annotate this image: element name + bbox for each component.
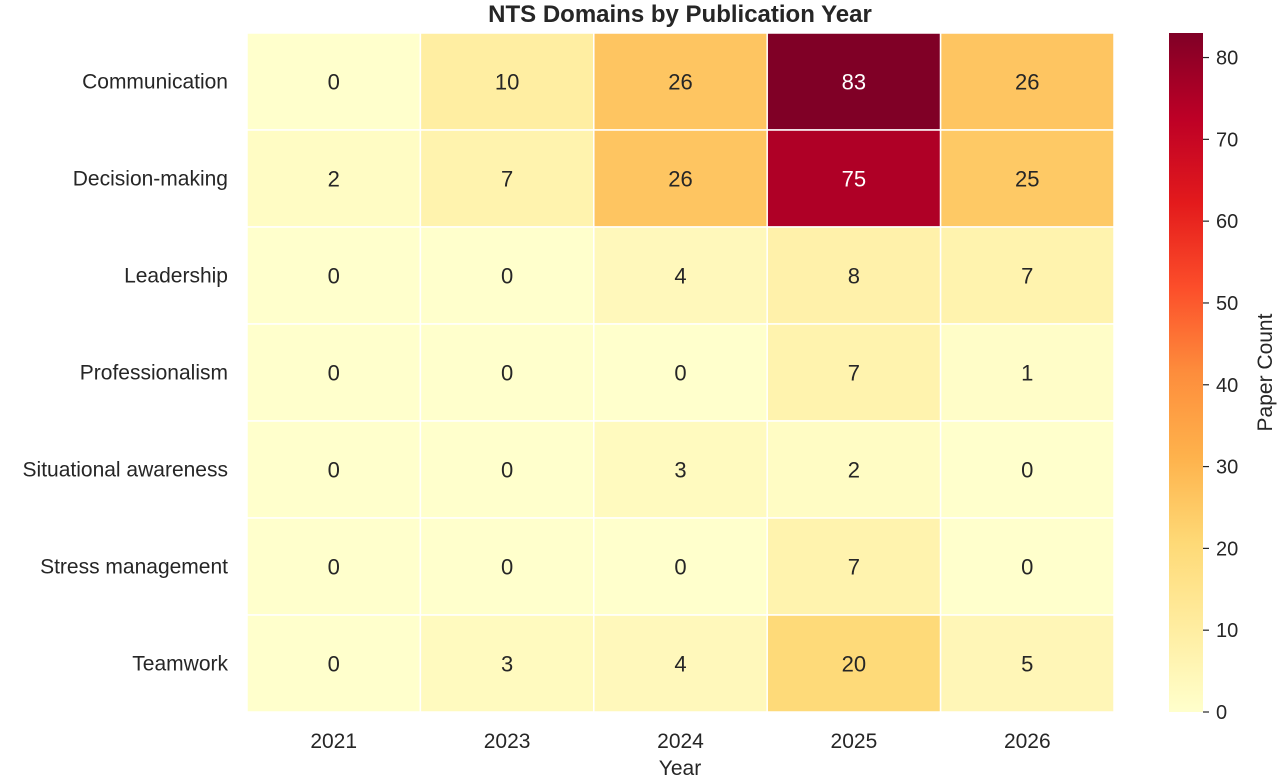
- cell-value-label: 3: [501, 652, 513, 677]
- heatmap-cell: [419, 323, 595, 422]
- heatmap-cell: [766, 517, 942, 616]
- x-axis-labels: 2021 2023 2024 2025 2026: [310, 730, 1050, 753]
- heatmap-cell: [939, 323, 1115, 422]
- heatmap-cell: [593, 129, 768, 228]
- heatmap-cell: [939, 32, 1115, 131]
- x-tick-label: 2024: [657, 730, 704, 753]
- heatmap-cell: [939, 517, 1115, 616]
- heatmap-cell: [766, 32, 942, 131]
- cell-value-label: 25: [1015, 167, 1039, 192]
- cell-value-label: 2: [848, 458, 860, 483]
- cell-value-label: 0: [501, 458, 513, 483]
- heatmap-cell: [593, 323, 768, 422]
- colorbar-tick-label: 30: [1216, 457, 1238, 479]
- colorbar-tick-label: 10: [1216, 620, 1238, 642]
- cell-value-label: 5: [1021, 652, 1033, 677]
- cell-value-label: 3: [674, 458, 686, 483]
- heatmap-cell: [419, 420, 595, 519]
- x-tick-label: 2023: [484, 730, 531, 753]
- cell-value-label: 7: [501, 167, 513, 192]
- y-tick-label: Leadership: [124, 265, 228, 288]
- cell-value-label: 75: [842, 167, 866, 192]
- cell-value-label: 8: [848, 264, 860, 289]
- heatmap-cell: [939, 129, 1115, 228]
- y-tick-label: Communication: [82, 71, 228, 94]
- cell-value-label: 26: [668, 70, 692, 95]
- cell-value-label: 0: [674, 555, 686, 580]
- cell-value-label: 4: [674, 652, 686, 677]
- heatmap-cell: [246, 32, 422, 131]
- cell-value-label: 0: [501, 264, 513, 289]
- cell-value-label: 1: [1021, 361, 1033, 386]
- cell-value-label: 0: [328, 361, 340, 386]
- y-tick-label: Situational awareness: [23, 459, 228, 482]
- cell-value-label: 0: [1021, 458, 1033, 483]
- colorbar: 0 10 20 30 40 50 60 70 80 Paper Count: [1169, 33, 1277, 724]
- heatmap-cell: [419, 517, 595, 616]
- x-tick-label: 2025: [831, 730, 878, 753]
- cell-value-label: 26: [1015, 70, 1039, 95]
- cell-value-label: 83: [842, 70, 866, 95]
- heatmap-cell: [246, 420, 422, 519]
- heatmap-cell: [766, 226, 942, 325]
- colorbar-ticks: 0 10 20 30 40 50 60 70 80: [1203, 48, 1238, 724]
- cell-value-label: 0: [328, 264, 340, 289]
- cell-value-label: 0: [501, 361, 513, 386]
- colorbar-tick-label: 80: [1216, 48, 1238, 70]
- heatmap-cell: [419, 32, 595, 131]
- x-axis-title: Year: [659, 757, 701, 778]
- heatmap-cell: [246, 323, 422, 422]
- x-tick-label: 2021: [310, 730, 357, 753]
- heatmap-cell: [939, 226, 1115, 325]
- cell-value-label: 26: [668, 167, 692, 192]
- heatmap-cell: [593, 420, 768, 519]
- heatmap-cell: [593, 32, 768, 131]
- heatmap-cell: [939, 614, 1115, 713]
- cell-value-label: 0: [674, 361, 686, 386]
- y-axis-labels: Communication Decision-making Leadership Pr…: [23, 71, 229, 676]
- heatmap-cell: [939, 420, 1115, 519]
- cell-value-label: 20: [842, 652, 866, 677]
- cell-value-label: 7: [848, 361, 860, 386]
- cell-value-label: 7: [1021, 264, 1033, 289]
- heatmap-cell: [766, 614, 942, 713]
- y-tick-label: Stress management: [40, 556, 228, 579]
- heatmap-cells: 0 10 26 83 262 7 26 75 250 0 4 8 70 0 0 7 10 0 3 2 00 0 0 7 00 3 4…: [246, 32, 1115, 713]
- cell-value-label: 0: [501, 555, 513, 580]
- cell-value-label: 0: [328, 458, 340, 483]
- heatmap-cell: [593, 226, 768, 325]
- cell-value-label: 2: [328, 167, 340, 192]
- cell-value-label: 10: [495, 70, 519, 95]
- y-tick-label: Professionalism: [80, 362, 228, 385]
- y-tick-label: Decision-making: [73, 168, 228, 191]
- cell-value-label: 4: [674, 264, 686, 289]
- y-tick-label: Teamwork: [132, 653, 228, 676]
- heatmap-cell: [419, 226, 595, 325]
- colorbar-tick-label: 50: [1216, 293, 1238, 315]
- colorbar-tick-label: 60: [1216, 211, 1238, 233]
- chart-title: NTS Domains by Publication Year: [488, 1, 872, 28]
- cell-value-label: 0: [328, 652, 340, 677]
- colorbar-scale: [1169, 33, 1203, 712]
- colorbar-label: Paper Count: [1254, 313, 1277, 431]
- colorbar-tick-label: 0: [1216, 702, 1227, 724]
- colorbar-tick-label: 70: [1216, 129, 1238, 151]
- cell-value-label: 0: [1021, 555, 1033, 580]
- colorbar-tick-label: 40: [1216, 375, 1238, 397]
- heatmap-cell: [246, 614, 422, 713]
- heatmap-cell: [766, 323, 942, 422]
- colorbar-tick-label: 20: [1216, 538, 1238, 560]
- cell-value-label: 0: [328, 70, 340, 95]
- cell-value-label: 0: [328, 555, 340, 580]
- cell-value-label: 7: [848, 555, 860, 580]
- heatmap-cell: [246, 129, 422, 228]
- heatmap-cell: [593, 517, 768, 616]
- x-tick-label: 2026: [1004, 730, 1051, 753]
